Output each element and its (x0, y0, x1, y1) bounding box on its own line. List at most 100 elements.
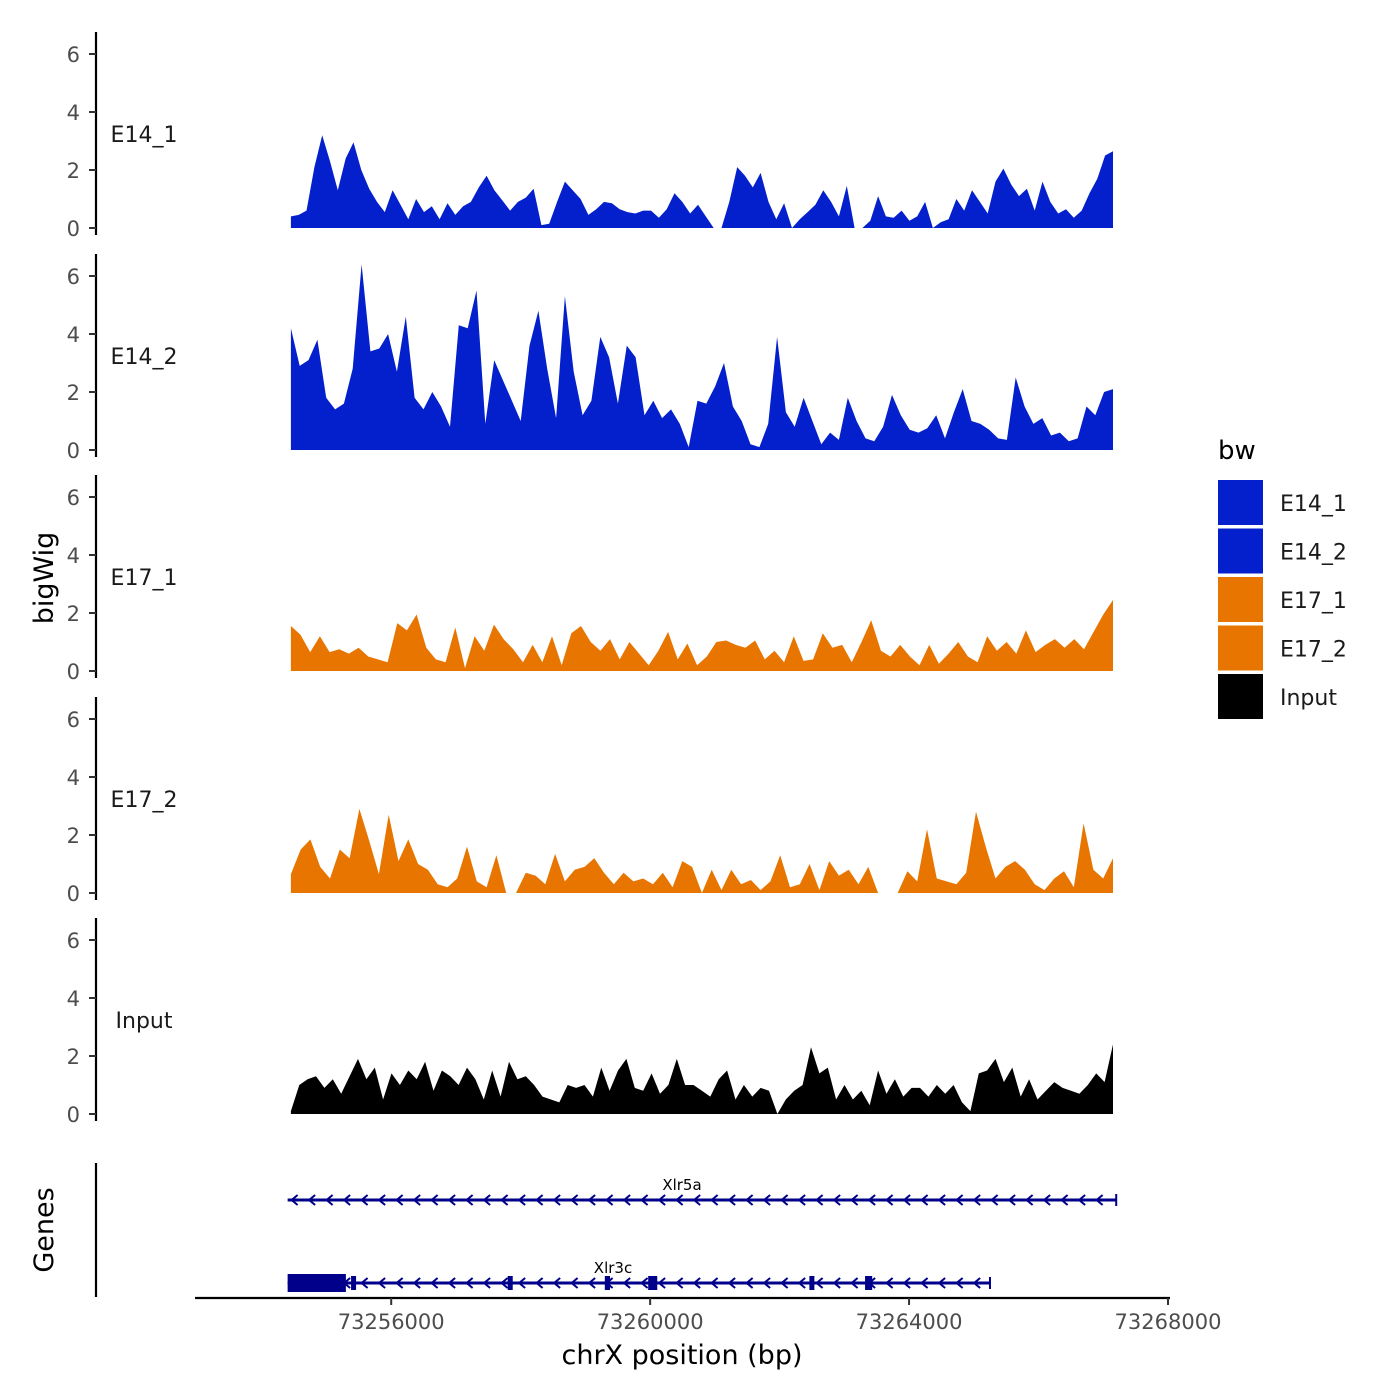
y-tick-label: 6 (67, 43, 80, 67)
strand-arrow (500, 1277, 509, 1289)
y-tick-label: 6 (67, 265, 80, 289)
coverage-area-e17-2 (290, 808, 1113, 893)
coverage-area-e14-1 (290, 135, 1113, 228)
x-tick-label: 73260000 (597, 1310, 704, 1334)
strand-arrow (430, 1277, 439, 1289)
strand-arrow (972, 1277, 981, 1289)
y-tick-label: 2 (67, 381, 80, 405)
track-label-e17-1: E17_1 (111, 566, 178, 591)
strand-arrow (535, 1194, 544, 1206)
strand-arrow (325, 1194, 334, 1206)
coverage-area-input (290, 1044, 1113, 1114)
coverage-tracks: 0 2 4 6 E14_1 0 2 4 6 E14_2 0 2 4 6 E17_1 0 2 4 6 E17_2 0 2 4 6… (67, 32, 1113, 1127)
track-label-e17-2: E17_2 (111, 788, 178, 813)
legend-label: E17_1 (1280, 589, 1347, 614)
strand-arrow (535, 1277, 544, 1289)
x-axis-title: chrX position (bp) (561, 1340, 802, 1371)
strand-arrow (745, 1277, 754, 1289)
y-tick-label: 0 (67, 217, 80, 241)
strand-arrow (657, 1277, 666, 1289)
strand-arrow (710, 1277, 719, 1289)
strand-arrow (482, 1277, 491, 1289)
strand-arrow (1042, 1194, 1051, 1206)
strand-arrow (622, 1194, 631, 1206)
strand-arrow (815, 1277, 824, 1289)
strand-arrow (1060, 1194, 1069, 1206)
strand-arrow (1007, 1194, 1016, 1206)
gene-xlr5a: Xlr5a (287, 1176, 1118, 1206)
legend-title: bw (1218, 436, 1256, 466)
x-tick-label: 73256000 (338, 1310, 445, 1334)
strand-arrow (692, 1277, 701, 1289)
y-tick-label: 6 (67, 486, 80, 510)
strand-arrow (290, 1194, 299, 1206)
exon-block (648, 1276, 658, 1290)
exon-block (865, 1276, 873, 1290)
legend-swatch (1218, 480, 1263, 525)
strand-arrow (395, 1194, 404, 1206)
strand-arrow (640, 1277, 649, 1289)
strand-arrow (1095, 1194, 1104, 1206)
strand-arrow (815, 1194, 824, 1206)
strand-arrow (447, 1194, 456, 1206)
strand-arrow (1025, 1194, 1034, 1206)
x-tick-label: 73268000 (1115, 1310, 1222, 1334)
strand-arrow (762, 1277, 771, 1289)
legend: bw E14_1 E14_2 E17_1 E17_2 Input (1218, 436, 1347, 719)
strand-arrow (552, 1277, 561, 1289)
strand-arrow (552, 1194, 561, 1206)
strand-arrow (920, 1194, 929, 1206)
strand-arrow (797, 1277, 806, 1289)
strand-arrow (675, 1277, 684, 1289)
track-e17-1: 0 2 4 6 E17_1 (67, 475, 1113, 684)
strand-arrow (972, 1194, 981, 1206)
gene-label-xlr3c: Xlr3c (594, 1259, 632, 1277)
strand-arrow (727, 1194, 736, 1206)
strand-arrow (990, 1194, 999, 1206)
strand-arrow (885, 1277, 894, 1289)
genes-axis-title: Genes (29, 1187, 60, 1272)
strand-arrow (902, 1194, 911, 1206)
y-tick-label: 0 (67, 882, 80, 906)
strand-arrow (622, 1277, 631, 1289)
track-label-input: Input (116, 1009, 173, 1034)
y-tick-label: 4 (67, 101, 80, 125)
track-input: 0 2 4 6 Input (67, 918, 1113, 1127)
strand-arrow (885, 1194, 894, 1206)
y-tick-label: 4 (67, 987, 80, 1011)
strand-arrow (657, 1194, 666, 1206)
strand-arrow (780, 1277, 789, 1289)
strand-arrow (832, 1194, 841, 1206)
strand-arrow (780, 1194, 789, 1206)
legend-swatch (1218, 577, 1263, 622)
strand-arrow (692, 1194, 701, 1206)
coverage-area-e14-2 (290, 264, 1113, 450)
strand-arrow (832, 1277, 841, 1289)
y-tick-label: 0 (67, 439, 80, 463)
track-label-e14-1: E14_1 (111, 123, 178, 148)
strand-arrow (955, 1277, 964, 1289)
strand-arrow (587, 1277, 596, 1289)
y-tick-label: 6 (67, 929, 80, 953)
legend-label: E14_2 (1280, 541, 1347, 566)
strand-arrow (570, 1194, 579, 1206)
y-tick-label: 2 (67, 1045, 80, 1069)
strand-arrow (850, 1194, 859, 1206)
track-e17-2: 0 2 4 6 E17_2 (67, 697, 1113, 906)
strand-arrow (727, 1277, 736, 1289)
coverage-area-e17-1 (290, 600, 1113, 671)
strand-arrow (412, 1277, 421, 1289)
track-e14-1: 0 2 4 6 E14_1 (67, 32, 1113, 241)
legend-swatch (1218, 674, 1263, 719)
genes-track: Xlr5a Xlr3c (94, 1163, 1118, 1297)
y-tick-label: 6 (67, 708, 80, 732)
strand-arrow (377, 1277, 386, 1289)
legend-label: E17_2 (1280, 638, 1347, 663)
strand-arrow (640, 1194, 649, 1206)
strand-arrow (710, 1194, 719, 1206)
strand-arrow (762, 1194, 771, 1206)
strand-arrow (937, 1277, 946, 1289)
y-tick-label: 0 (67, 660, 80, 684)
strand-arrow (902, 1277, 911, 1289)
